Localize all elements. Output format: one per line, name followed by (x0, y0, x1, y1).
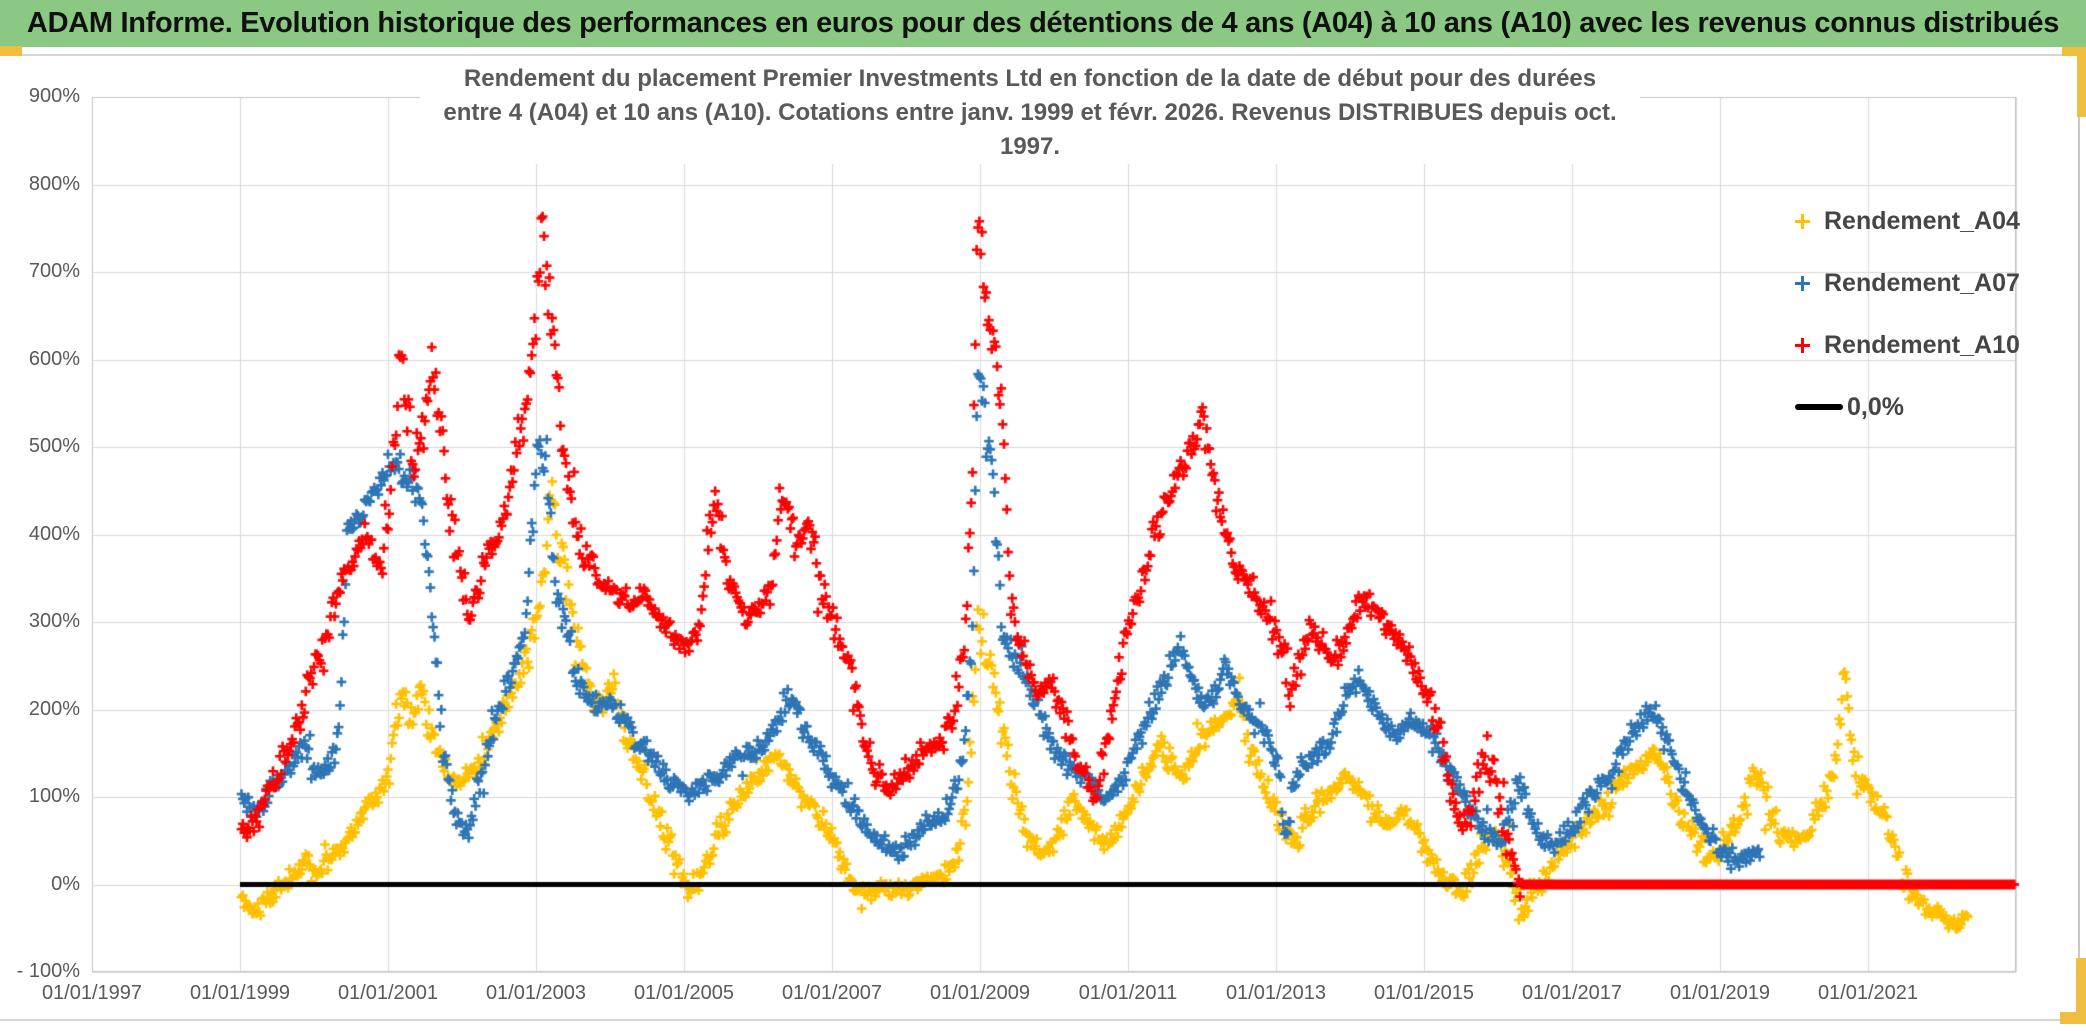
plus-marker-icon (1795, 337, 1810, 353)
y-axis-label: 900% (28, 85, 80, 107)
x-axis-label: 01/01/2009 (929, 982, 1031, 1004)
legend-item-rendement-a04[interactable]: Rendement_A04 (1795, 190, 2020, 252)
x-axis-label: 01/01/2015 (1373, 982, 1475, 1004)
x-axis-label: 01/01/1999 (189, 982, 291, 1004)
legend-label: 0,0% (1847, 392, 1904, 421)
x-axis-label: 01/01/2005 (633, 982, 735, 1004)
legend-label: Rendement_A04 (1824, 206, 2020, 235)
y-axis-label: 500% (28, 435, 80, 457)
x-axis-label: 01/01/2003 (485, 982, 587, 1004)
y-axis-label: 400% (28, 522, 80, 545)
legend-item-rendement-a07[interactable]: Rendement_A07 (1795, 252, 2020, 314)
legend: Rendement_A04 Rendement_A07 Rendement_A1… (1795, 190, 2020, 438)
x-axis-label: 01/01/2013 (1225, 982, 1327, 1004)
chart-title-line1: Rendement du placement Premier Investmen… (463, 65, 1597, 92)
legend-label: Rendement_A10 (1824, 330, 2020, 359)
plus-marker-icon (1795, 213, 1810, 229)
y-axis-label: 300% (28, 610, 80, 632)
y-axis-label: - 100% (16, 960, 80, 982)
x-axis-label: 01/01/2021 (1817, 982, 1919, 1004)
legend-item-rendement-a10[interactable]: Rendement_A10 (1795, 314, 2020, 376)
x-axis-label: 01/01/2011 (1078, 982, 1178, 1004)
x-axis-label: 01/01/2001 (337, 982, 439, 1004)
legend-label: Rendement_A07 (1824, 268, 2020, 297)
y-axis-label: 600% (28, 347, 80, 370)
legend-item-zero-line[interactable]: 0,0% (1795, 376, 2020, 438)
y-axis-label: 0% (51, 872, 80, 895)
chart-title-line2: entre 4 (A04) et 10 ans (A10). Cotations… (443, 99, 1617, 160)
y-axis-label: 700% (28, 260, 80, 282)
y-axis-label: 200% (28, 697, 80, 720)
y-axis-label: 100% (28, 785, 80, 807)
x-axis-label: 01/01/1997 (41, 982, 143, 1004)
plus-marker-icon (1795, 275, 1810, 291)
line-sample-icon (1795, 404, 1843, 410)
x-axis-label: 01/01/2017 (1521, 982, 1623, 1004)
x-axis-label: 01/01/2007 (781, 982, 883, 1004)
y-axis-label: 800% (28, 172, 80, 195)
x-axis-label: 01/01/2019 (1669, 982, 1771, 1004)
chart-title: Rendement du placement Premier Investmen… (420, 62, 1640, 164)
